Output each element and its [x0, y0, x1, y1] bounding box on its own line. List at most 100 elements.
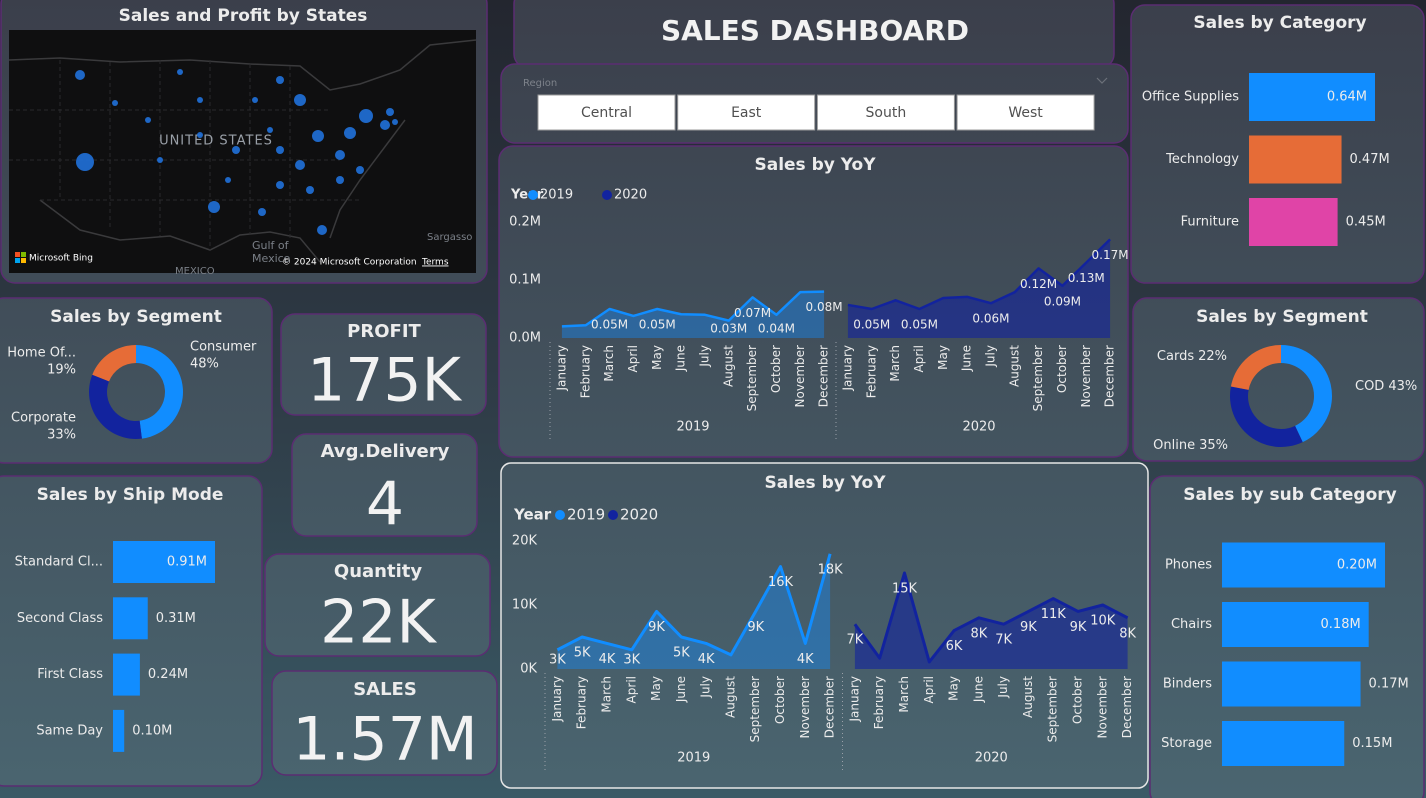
- legend-label: 2019: [540, 188, 573, 203]
- map-bubble[interactable]: [335, 150, 345, 160]
- map-bubble[interactable]: [306, 186, 314, 194]
- line: [556, 553, 832, 657]
- value-label: 22%: [1198, 349, 1227, 364]
- slicer-button[interactable]: [537, 94, 676, 131]
- logo: [21, 258, 26, 263]
- map-bubble[interactable]: [258, 208, 266, 216]
- map-bubble[interactable]: [294, 94, 306, 106]
- x-tick-label: December: [823, 676, 837, 738]
- legend-label: 2020: [614, 188, 647, 203]
- map-bubble[interactable]: [336, 176, 344, 184]
- map-bubble[interactable]: [225, 177, 231, 183]
- slicer-option[interactable]: Central: [581, 105, 632, 121]
- value-label: 0.13M: [1068, 271, 1105, 285]
- value-label: 43%: [1388, 379, 1417, 394]
- value-label: 0.24M: [148, 667, 188, 682]
- map-bubble[interactable]: [208, 201, 220, 213]
- chart-title: Sales by Category: [1193, 13, 1366, 33]
- map-bubble[interactable]: [356, 166, 364, 174]
- bar: [1222, 602, 1369, 647]
- area: [557, 553, 831, 669]
- slicer-option[interactable]: West: [1008, 105, 1043, 121]
- map-bubble[interactable]: [75, 70, 85, 80]
- map-bubble[interactable]: [145, 117, 151, 123]
- value-label: 0.05M: [853, 318, 890, 332]
- slicer-title: Region: [523, 78, 557, 89]
- map-bubble[interactable]: [344, 127, 356, 139]
- x-tick-label: December: [817, 345, 831, 407]
- map-bubble[interactable]: [295, 160, 305, 170]
- chart-panel-selected[interactable]: [500, 462, 1149, 789]
- slicer-button[interactable]: [677, 94, 816, 131]
- map-bubble[interactable]: [112, 100, 118, 106]
- x-tick-label: February: [864, 345, 878, 398]
- x-tick-label: August: [1021, 676, 1035, 718]
- chart-panel: [0, 297, 273, 464]
- value-label: 0.12M: [1020, 277, 1057, 291]
- kpi-value: 22K: [320, 588, 437, 658]
- map-bubble[interactable]: [157, 157, 163, 163]
- bar: [1249, 135, 1342, 184]
- value-label: 0.06M: [972, 312, 1009, 326]
- category-label: COD: [1355, 379, 1384, 394]
- map-bubble[interactable]: [317, 225, 327, 235]
- map-bubble[interactable]: [359, 109, 373, 123]
- x-tick-label: July: [699, 676, 713, 699]
- donut-slice: [1230, 386, 1303, 447]
- slicer-button[interactable]: [956, 94, 1095, 131]
- map[interactable]: UNITED STATES Gulf of Mexico MEXICO Sarg…: [8, 30, 477, 277]
- map-bubble[interactable]: [197, 97, 203, 103]
- value-label: 0.03M: [710, 322, 747, 336]
- map-bubble[interactable]: [267, 127, 273, 133]
- legend-marker: [608, 510, 618, 520]
- slicer-option[interactable]: South: [866, 105, 907, 121]
- kpi-title: Avg.Delivery: [321, 441, 450, 462]
- line: [847, 238, 1111, 311]
- category-label: Phones: [1165, 558, 1212, 573]
- value-label: 3K: [623, 653, 640, 668]
- x-group-label: 2020: [975, 751, 1008, 766]
- donut-label: Cards 22%: [1157, 349, 1227, 364]
- x-tick-label: December: [1103, 345, 1117, 407]
- donut-slice: [92, 345, 136, 382]
- map-bubble[interactable]: [76, 153, 94, 171]
- value-label: 4K: [797, 652, 814, 667]
- map-bubble[interactable]: [380, 120, 390, 130]
- map-bubble[interactable]: [177, 69, 183, 75]
- category-label: Online: [1153, 438, 1195, 453]
- chart-panel: [498, 145, 1129, 458]
- map-bubble[interactable]: [276, 181, 284, 189]
- x-tick-label: March: [599, 676, 613, 713]
- bar: [113, 541, 215, 583]
- value-label: 0.09M: [1044, 294, 1081, 308]
- value-label: 10K: [1090, 614, 1116, 629]
- map-bubble[interactable]: [312, 130, 324, 142]
- slicer: Central East South West: [537, 94, 1095, 131]
- map-bubble[interactable]: [392, 119, 398, 125]
- x-tick-label: January: [840, 345, 854, 392]
- map-bubble[interactable]: [232, 146, 240, 154]
- map-bubble[interactable]: [276, 76, 284, 84]
- value-label: 0.05M: [591, 318, 628, 332]
- x-tick-label: August: [723, 676, 737, 718]
- map-bubble[interactable]: [252, 97, 258, 103]
- line: [561, 290, 825, 328]
- donut-label: Online 35%: [1153, 438, 1228, 453]
- chart-title: Sales by sub Category: [1183, 485, 1397, 505]
- map-bubble[interactable]: [197, 132, 203, 138]
- value-label: 0.08M: [806, 300, 843, 314]
- map-terms[interactable]: Terms: [421, 258, 449, 268]
- x-tick-label: April: [922, 676, 936, 703]
- slicer-button[interactable]: [816, 94, 955, 131]
- map-label: Gulf of: [252, 239, 290, 252]
- map-copyright: © 2024 Microsoft Corporation: [282, 258, 417, 268]
- kpi-value: 1.57M: [292, 705, 477, 775]
- value-label: 7K: [846, 633, 863, 648]
- category-label: First Class: [37, 667, 103, 682]
- slicer-option[interactable]: East: [731, 105, 762, 121]
- map-bubble[interactable]: [276, 146, 284, 154]
- slicer-chevron[interactable]: [1096, 77, 1108, 84]
- x-tick-label: October: [1071, 676, 1085, 724]
- map-bubble[interactable]: [386, 108, 394, 116]
- legend-title: Year: [513, 506, 552, 524]
